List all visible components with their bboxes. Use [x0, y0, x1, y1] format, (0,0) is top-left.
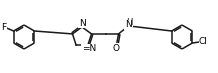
Text: N: N — [79, 19, 85, 28]
Text: N: N — [125, 20, 131, 29]
Text: O: O — [112, 44, 119, 53]
Text: =N: =N — [82, 44, 96, 53]
Text: Cl: Cl — [199, 36, 208, 45]
Text: H: H — [126, 18, 133, 27]
Text: F: F — [1, 22, 6, 32]
